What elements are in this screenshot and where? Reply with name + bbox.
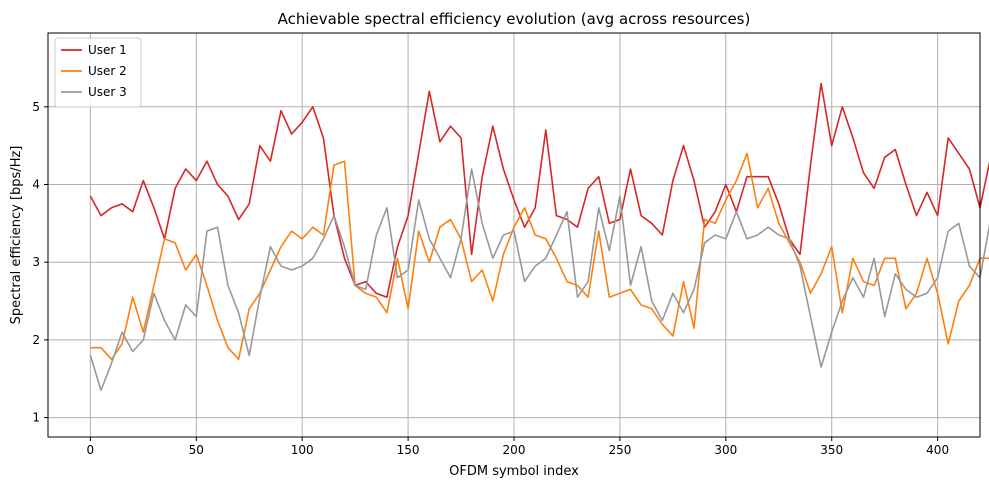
legend: User 1 User 2 User 3 bbox=[54, 37, 142, 108]
y-tick-label: 4 bbox=[32, 178, 40, 192]
x-tick-label: 200 bbox=[503, 443, 526, 457]
x-axis-label: OFDM symbol index bbox=[449, 464, 579, 479]
series-line-user-2 bbox=[90, 152, 989, 361]
y-tick-label: 1 bbox=[32, 411, 40, 425]
y-axis-ticks: 1 2 3 4 5 bbox=[32, 100, 48, 425]
x-tick-label: 250 bbox=[608, 443, 631, 457]
grid bbox=[48, 33, 980, 437]
x-tick-label: 50 bbox=[189, 443, 204, 457]
y-axis-label: Spectral efficiency [bps/Hz] bbox=[9, 146, 24, 325]
chart-title: Achievable spectral efficiency evolution… bbox=[278, 10, 751, 28]
x-tick-label: 100 bbox=[291, 443, 314, 457]
y-tick-label: 2 bbox=[32, 333, 40, 347]
legend-label: User 3 bbox=[88, 85, 127, 99]
y-tick-label: 5 bbox=[32, 100, 40, 114]
series-line-user-3 bbox=[89, 168, 989, 392]
x-tick-label: 350 bbox=[820, 443, 843, 457]
series-lines bbox=[89, 82, 989, 392]
x-axis-ticks: 0 50 100 150 200 250 300 350 400 bbox=[87, 437, 949, 457]
x-tick-label: 150 bbox=[397, 443, 420, 457]
x-tick-label: 0 bbox=[87, 443, 95, 457]
legend-box bbox=[54, 37, 142, 108]
y-tick-label: 3 bbox=[32, 255, 40, 269]
x-tick-label: 400 bbox=[926, 443, 949, 457]
series-line-user-1 bbox=[89, 82, 989, 299]
legend-label: User 1 bbox=[88, 43, 127, 57]
legend-label: User 2 bbox=[88, 64, 127, 78]
x-tick-label: 300 bbox=[714, 443, 737, 457]
